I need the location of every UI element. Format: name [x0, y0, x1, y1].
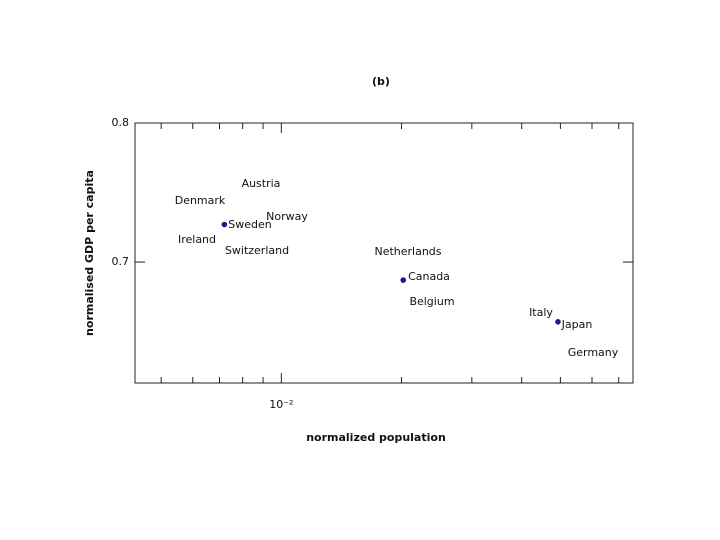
country-label: Austria [242, 177, 281, 190]
country-label: Germany [568, 346, 619, 359]
country-label: Netherlands [374, 245, 441, 258]
country-label: Norway [266, 210, 308, 223]
country-label: Denmark [175, 194, 226, 207]
point [400, 277, 407, 283]
country-label: Belgium [409, 295, 454, 308]
country-label: Japan [561, 318, 593, 331]
y-tick-label: 0.7 [112, 255, 130, 268]
country-label: Canada [408, 270, 450, 283]
y-axis-label: normalised GDP per capita [83, 170, 96, 336]
chart-title: (b) [372, 75, 390, 88]
point [221, 221, 228, 228]
country-label: Ireland [178, 233, 216, 246]
point [555, 319, 561, 325]
country-label: Italy [529, 306, 553, 319]
x-tick-label: 10⁻² [269, 398, 293, 411]
y-tick-label: 0.8 [112, 116, 130, 129]
plot-frame [134, 122, 634, 384]
x-axis-label: normalized population [306, 431, 446, 444]
country-label: Switzerland [225, 244, 289, 257]
country-label: Sweden [228, 218, 271, 231]
